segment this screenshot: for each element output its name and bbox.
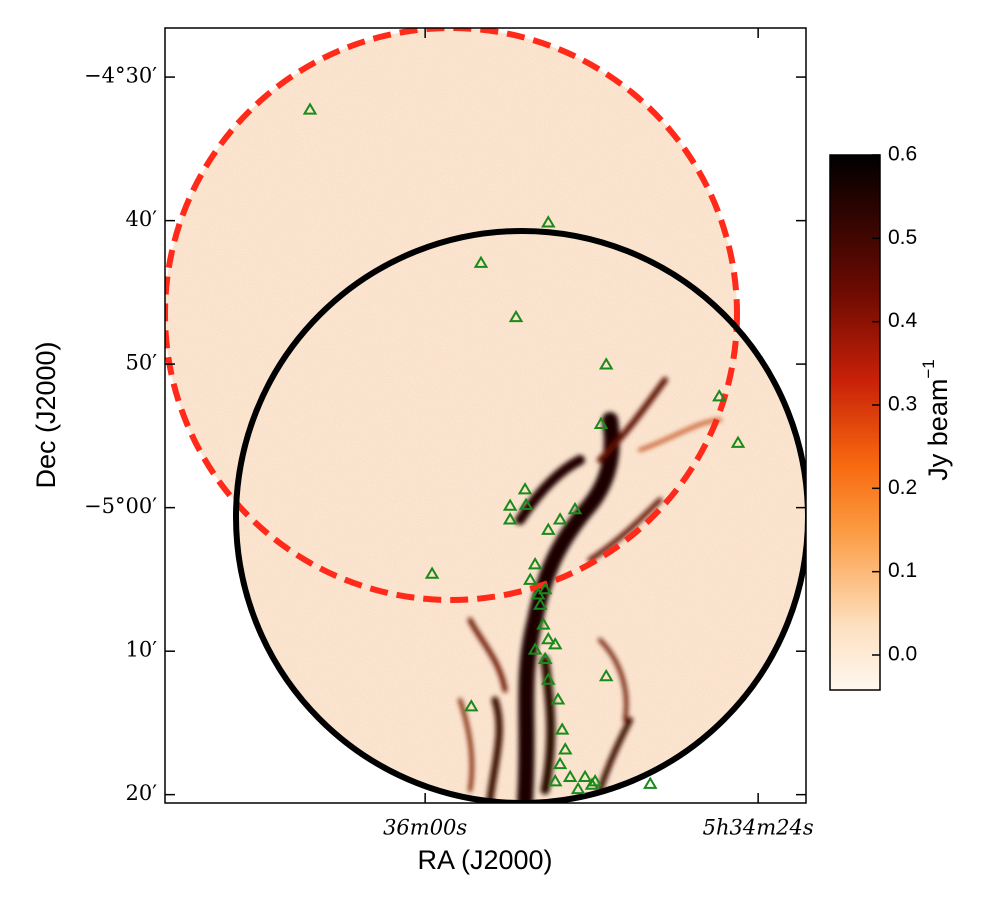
source-marker xyxy=(302,102,318,115)
source-marker xyxy=(558,742,573,755)
source-marker xyxy=(730,435,746,448)
image xyxy=(165,28,806,803)
source-marker xyxy=(424,566,440,579)
x-tick-label: 36m00s xyxy=(383,816,467,840)
source-marker xyxy=(522,572,538,585)
source-marker xyxy=(554,722,570,735)
source-marker xyxy=(643,776,658,789)
x-tick-label: 5h34m24s xyxy=(703,816,814,840)
source-marker xyxy=(577,769,593,783)
colorbar-tick-label: 0.3 xyxy=(888,393,917,416)
y-tick-label: −5°00′ xyxy=(84,494,157,518)
x-axis-label: RA (J2000) xyxy=(417,845,552,875)
source-marker xyxy=(593,416,609,429)
source-marker xyxy=(598,357,614,370)
source-marker xyxy=(502,498,518,511)
source-marker xyxy=(527,556,543,570)
source-marker xyxy=(598,668,614,682)
source-marker xyxy=(541,631,556,645)
source-marker xyxy=(562,769,578,783)
filaments xyxy=(458,377,722,803)
colorbar-tick-label: 0.4 xyxy=(888,309,918,332)
source-marker xyxy=(517,482,533,495)
source-marker xyxy=(464,699,479,712)
plot-frame xyxy=(164,27,807,804)
colorbar xyxy=(829,154,881,691)
field-outline xyxy=(233,228,806,803)
source-marker xyxy=(541,215,556,228)
colorbar-label: Jy beam−1 xyxy=(919,359,953,480)
colorbar-label-text: Jy beam xyxy=(923,379,953,481)
source-marker xyxy=(567,501,583,515)
source-marker xyxy=(533,597,548,610)
source-marker xyxy=(552,756,568,770)
source-marker xyxy=(537,651,553,665)
source-marker xyxy=(541,672,556,685)
source-marker xyxy=(537,581,553,595)
y-tick-label: 10′ xyxy=(126,638,158,662)
source-marker xyxy=(508,309,524,323)
y-axis-label: Dec (J2000) xyxy=(31,341,61,488)
source-marker xyxy=(547,773,563,787)
colorbar-tick-label: 0.2 xyxy=(888,476,917,499)
source-marker xyxy=(502,512,518,525)
source-marker xyxy=(584,777,600,790)
colorbar-label-exponent: −1 xyxy=(919,359,938,378)
source-marker xyxy=(530,587,546,600)
colorbar-tick-label: 0.6 xyxy=(888,143,917,166)
source-marker xyxy=(473,255,489,268)
y-tick-label: 20′ xyxy=(126,781,158,805)
source-marker xyxy=(541,522,556,535)
field-outline xyxy=(165,28,740,603)
source-marker xyxy=(552,512,568,525)
source-marker xyxy=(712,389,727,402)
source-marker xyxy=(527,642,543,655)
y-tick-label: 40′ xyxy=(126,207,158,231)
source-marker xyxy=(570,781,586,795)
source-marker xyxy=(518,497,534,510)
y-tick-label: −4°30′ xyxy=(84,64,157,88)
source-marker xyxy=(536,617,551,630)
colorbar-tick-label: 0.0 xyxy=(888,643,917,666)
source-marker xyxy=(547,637,563,650)
source-marker xyxy=(550,692,566,705)
colorbar-tick-label: 0.1 xyxy=(888,559,917,582)
y-tick-label: 50′ xyxy=(126,351,158,375)
colorbar-tick-label: 0.5 xyxy=(888,226,917,249)
